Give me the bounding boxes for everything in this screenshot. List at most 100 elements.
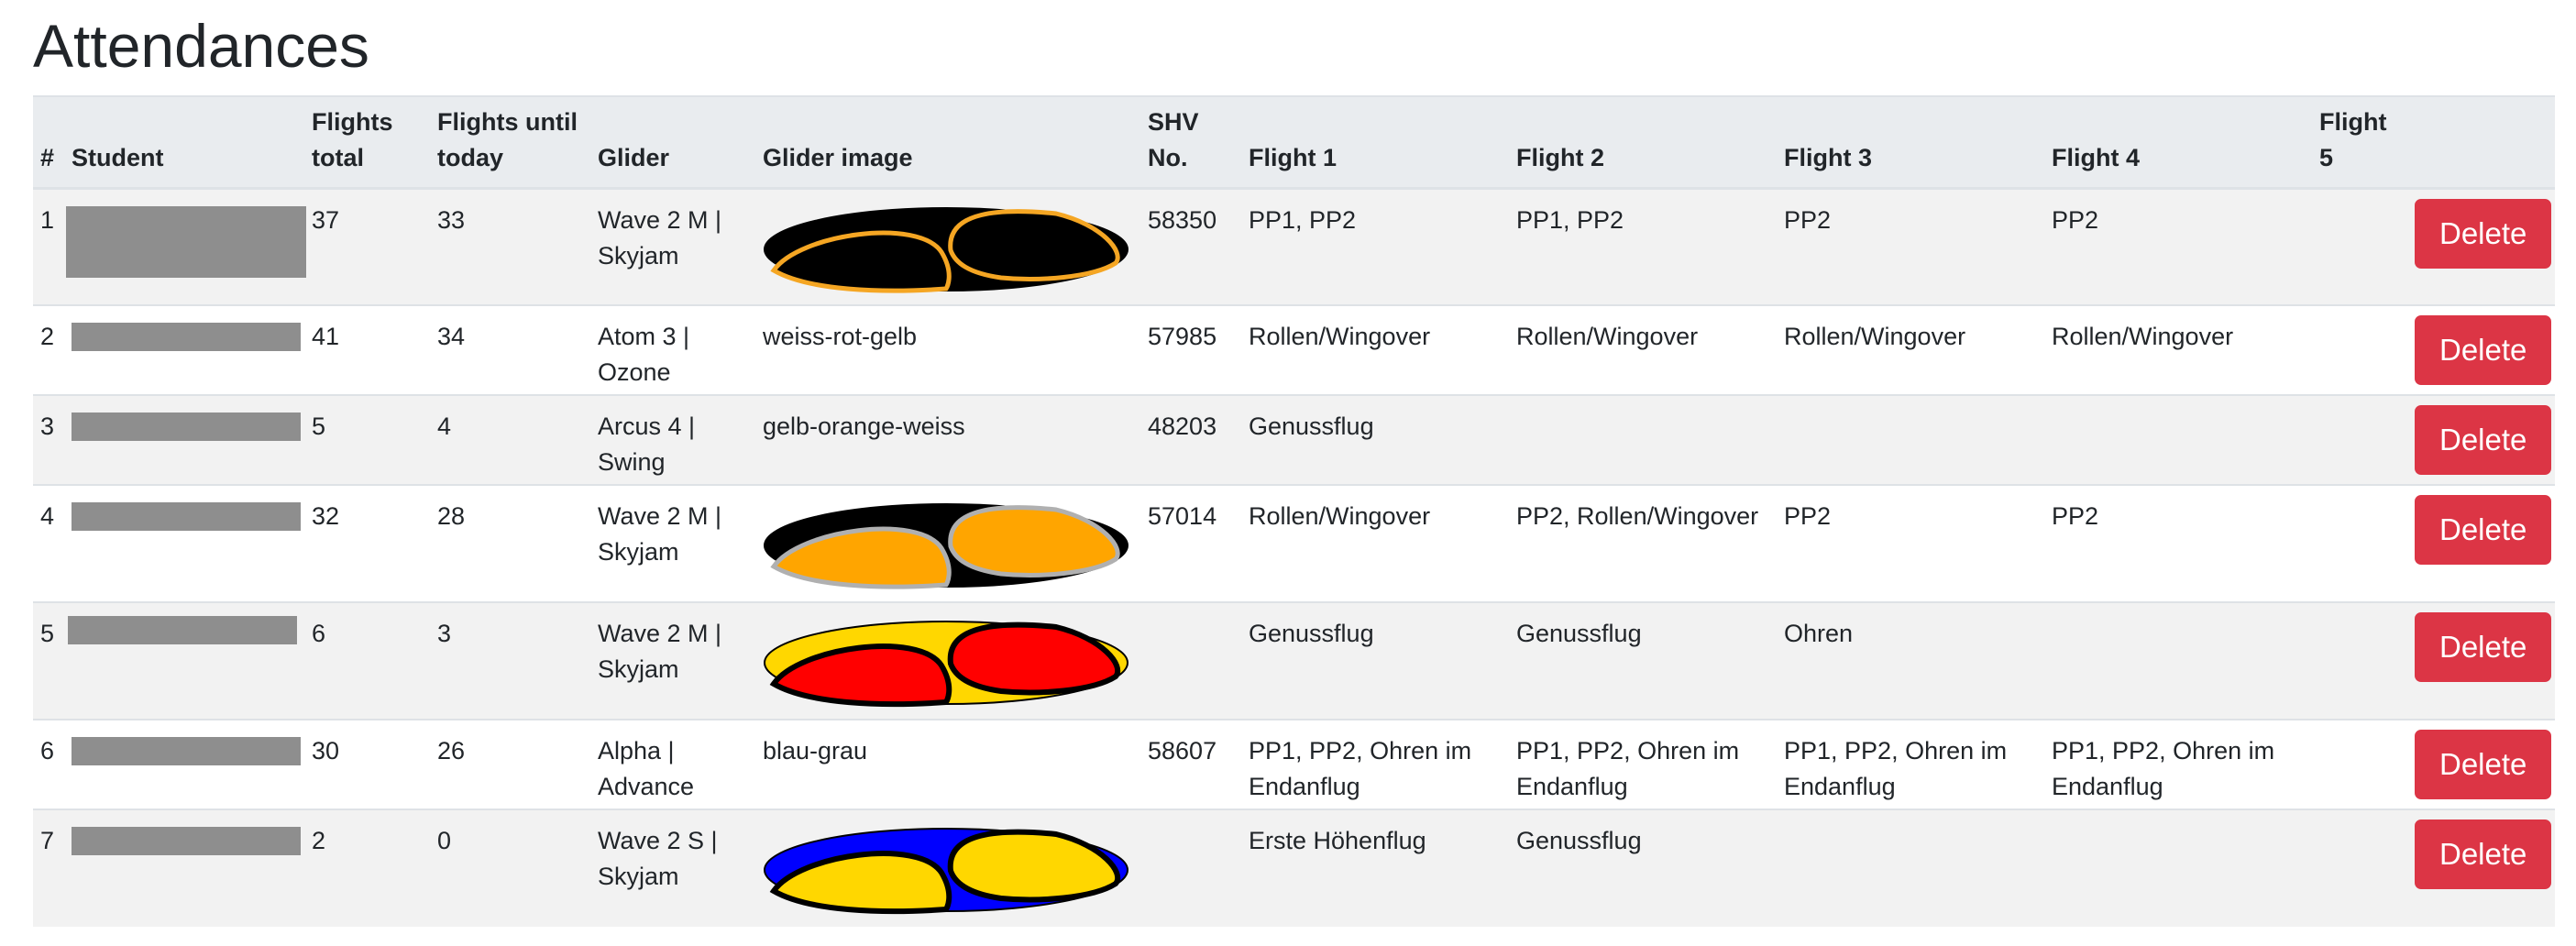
column-header-student: Student [64,95,304,190]
redaction-bar [72,323,301,351]
flight-2: Rollen/Wingover [1509,304,1777,395]
table-row: 5 6 3 Wave 2 M | Skyjam Genussflug Genus… [33,601,2555,720]
glider-cell-left [770,230,952,293]
delete-button[interactable]: Delete [2415,495,2552,565]
row-number: 3 [33,394,64,485]
table-row: 7 2 0 Wave 2 S | Skyjam Erste Höhenflug … [33,808,2555,927]
flight-5 [2312,719,2407,809]
glider-image [764,828,1128,915]
flights-total: 32 [304,484,430,602]
flight-3: Ohren [1777,601,2044,720]
column-header-flight-2: Flight 2 [1509,95,1777,190]
flight-5 [2312,187,2407,305]
glider-cell-right [948,505,1120,578]
row-number: 7 [33,808,64,927]
table-header-row: # Student Flights total Flights until to… [33,95,2555,190]
column-header-flight-4: Flight 4 [2044,95,2312,190]
flight-3 [1777,808,2044,927]
table-row: 6 30 26 Alpha | Advance blau-grau 58607 … [33,719,2555,809]
column-header-glider-image: Glider image [755,95,1140,190]
column-header-flight-5: Flight 5 [2312,95,2407,190]
glider-image [764,206,1128,293]
table-row: 2 41 34 Atom 3 | Ozone weiss-rot-gelb 57… [33,304,2555,395]
redaction-bar [68,616,297,644]
delete-button[interactable]: Delete [2415,198,2552,269]
glider-image-text: weiss-rot-gelb [755,304,1140,395]
student-name-redacted [64,187,306,305]
flight-4: Rollen/Wingover [2044,304,2312,395]
column-header-shv-no: SHV No. [1140,95,1241,190]
glider-name: Wave 2 M | Skyjam [590,484,755,602]
column-header-glider: Glider [590,95,755,190]
flights-until-today: 0 [430,808,590,927]
column-header-flight-1: Flight 1 [1241,95,1509,190]
student-name-redacted [64,601,304,720]
glider-image-cell [755,484,1140,602]
flight-2: Genussflug [1509,808,1777,927]
flights-until-today: 4 [430,394,590,485]
delete-button[interactable]: Delete [2415,612,2552,682]
flights-until-today: 34 [430,304,590,395]
glider-cell-left [769,851,952,915]
column-header-flight-3: Flight 3 [1777,95,2044,190]
shv-number: 57985 [1140,304,1241,395]
flight-5 [2312,808,2407,927]
delete-button[interactable]: Delete [2415,730,2552,799]
flight-5 [2312,484,2407,602]
redaction-bar [72,412,301,441]
glider-image-cell [755,187,1140,305]
column-header-actions [2407,95,2555,190]
row-number: 2 [33,304,64,395]
table-row: 4 32 28 Wave 2 M | Skyjam 57014 Rollen/W… [33,484,2555,602]
redaction-bar [72,737,301,765]
glider-cell-right [947,622,1121,696]
glider-name: Alpha | Advance [590,719,755,809]
flights-until-today: 3 [430,601,590,720]
delete-button[interactable]: Delete [2415,405,2552,475]
flight-1: Rollen/Wingover [1241,484,1509,602]
flight-4: PP2 [2044,187,2312,305]
flight-4: PP2 [2044,484,2312,602]
glider-cell-right [947,829,1121,903]
shv-number [1140,601,1241,720]
flight-1: PP1, PP2 [1241,187,1509,305]
flight-2: PP1, PP2, Ohren im Endanflug [1509,719,1777,809]
shv-number [1140,808,1241,927]
glider-name: Wave 2 M | Skyjam [590,187,755,305]
flight-5 [2312,304,2407,395]
flights-total: 30 [304,719,430,809]
flights-until-today: 28 [430,484,590,602]
flight-3: Rollen/Wingover [1777,304,2044,395]
page-title: Attendances [33,12,369,80]
student-name-redacted [64,394,304,485]
flight-4 [2044,601,2312,720]
row-number: 4 [33,484,64,602]
glider-image-cell [755,601,1140,720]
delete-button[interactable]: Delete [2415,820,2552,889]
flights-until-today: 33 [430,187,590,305]
flight-2: PP1, PP2 [1509,187,1777,305]
flight-2: PP2, Rollen/Wingover [1509,484,1777,602]
glider-image-text: blau-grau [755,719,1140,809]
row-number: 6 [33,719,64,809]
row-number: 1 [33,187,64,305]
flight-5 [2312,394,2407,485]
column-header-num: # [33,95,64,190]
column-header-flights-total: Flights total [304,95,430,190]
flight-3 [1777,394,2044,485]
flight-2 [1509,394,1777,485]
flight-3: PP2 [1777,187,2044,305]
glider-image [764,621,1128,708]
flight-1: Rollen/Wingover [1241,304,1509,395]
delete-button[interactable]: Delete [2415,315,2552,385]
flights-total: 41 [304,304,430,395]
glider-name: Atom 3 | Ozone [590,304,755,395]
row-number: 5 [33,601,64,720]
flight-1: PP1, PP2, Ohren im Endanflug [1241,719,1509,809]
flight-5 [2312,601,2407,720]
attendances-table: # Student Flights total Flights until to… [33,95,2555,927]
flights-until-today: 26 [430,719,590,809]
student-name-redacted [64,484,304,602]
flight-4 [2044,808,2312,927]
column-header-flights-until-today: Flights until today [430,95,590,190]
